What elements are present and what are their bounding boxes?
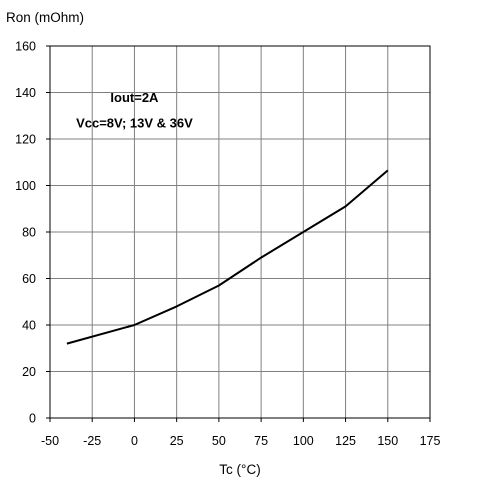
y-tick-label: 60 xyxy=(22,272,36,286)
series-line xyxy=(66,169,389,345)
x-tick-label: -25 xyxy=(83,434,101,448)
grid xyxy=(50,46,430,418)
y-tick-label: 20 xyxy=(22,365,36,379)
x-tick-label: 175 xyxy=(420,434,441,448)
y-tick-label: 140 xyxy=(15,86,36,100)
annotations: Iout=2A Vcc=8V; 13V & 36V xyxy=(76,90,193,131)
y-tick-label: 0 xyxy=(29,412,36,426)
y-axis-title: Ron (mOhm) xyxy=(6,10,84,25)
y-tick-label: 120 xyxy=(15,133,36,147)
x-tick-label: 25 xyxy=(170,434,184,448)
y-tick-label: 160 xyxy=(15,40,36,54)
y-tick-label: 100 xyxy=(15,179,36,193)
tick-labels: -50 -25 0 25 50 75 100 125 150 175 0 20 40 60 80 100 120… xyxy=(15,40,440,449)
x-tick-label: 100 xyxy=(293,434,314,448)
x-tick-label: -50 xyxy=(41,434,59,448)
x-tick-label: 75 xyxy=(254,434,268,448)
x-tick-label: 125 xyxy=(335,434,356,448)
annotation-text: Iout=2A xyxy=(110,90,159,105)
x-tick-label: 150 xyxy=(377,434,398,448)
annotation-text: Vcc=8V; 13V & 36V xyxy=(76,115,193,130)
x-tick-label: 0 xyxy=(131,434,138,448)
series-layer xyxy=(66,169,389,345)
y-tick-label: 40 xyxy=(22,319,36,333)
x-tick-label: 50 xyxy=(212,434,226,448)
y-tick-label: 80 xyxy=(22,226,36,240)
x-axis-title: Tc (°C) xyxy=(219,462,260,477)
